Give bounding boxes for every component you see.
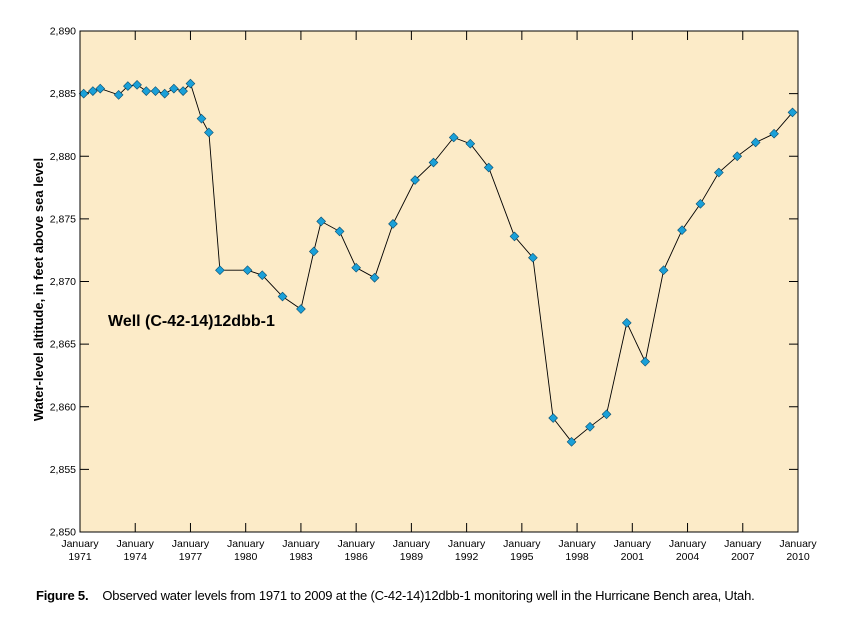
data-point-marker xyxy=(658,265,669,276)
y-tick-label: 2,890 xyxy=(50,26,76,38)
data-point-marker xyxy=(388,219,398,229)
data-point-marker xyxy=(141,86,152,96)
data-point-marker xyxy=(695,199,706,209)
data-point-marker xyxy=(465,138,476,149)
data-point-marker xyxy=(242,265,253,276)
x-tick-label-month: January xyxy=(614,538,652,550)
x-tick-label-month: January xyxy=(669,538,707,550)
y-tick-label: 2,855 xyxy=(50,464,76,476)
data-point-marker xyxy=(78,88,89,99)
x-tick-label-year: 1971 xyxy=(68,551,92,563)
y-tick-label: 2,880 xyxy=(50,151,76,163)
data-point-marker xyxy=(277,291,288,302)
data-point-marker xyxy=(750,137,761,148)
x-tick-label-month: January xyxy=(282,538,320,550)
x-tick-label-year: 1989 xyxy=(400,551,424,563)
x-tick-label-year: 1995 xyxy=(510,551,534,563)
data-point-marker xyxy=(448,132,459,143)
y-tick-label: 2,875 xyxy=(50,213,76,225)
x-tick-label-month: January xyxy=(117,538,155,550)
x-tick-label-year: 1998 xyxy=(565,551,589,563)
data-point-marker xyxy=(677,225,687,235)
x-tick-label-year: 1977 xyxy=(179,551,203,563)
data-point-marker xyxy=(410,175,420,185)
figure-number: Figure 5. xyxy=(36,588,89,603)
data-point-marker xyxy=(185,78,196,89)
x-tick-label-year: 1983 xyxy=(289,551,313,563)
data-point-marker xyxy=(621,318,632,328)
data-point-marker xyxy=(257,270,268,281)
x-tick-label-month: January xyxy=(227,538,265,550)
x-tick-label-year: 1992 xyxy=(455,551,479,563)
y-tick-label: 2,860 xyxy=(50,401,76,413)
data-point-marker xyxy=(204,127,214,138)
data-point-marker xyxy=(95,83,106,94)
plot-frame xyxy=(79,30,799,533)
data-point-marker xyxy=(123,81,133,91)
data-point-marker xyxy=(566,436,577,447)
data-point-marker xyxy=(308,246,319,257)
series-markers xyxy=(78,78,798,447)
x-tick-label-month: January xyxy=(337,538,375,550)
x-tick-label-month: January xyxy=(448,538,486,550)
data-point-marker xyxy=(640,356,651,367)
x-tick-label-year: 2007 xyxy=(731,551,755,563)
x-tick-label-year: 2010 xyxy=(786,551,810,563)
data-point-marker xyxy=(196,113,207,124)
data-point-marker xyxy=(714,167,724,178)
y-tick-label: 2,865 xyxy=(50,339,76,351)
x-tick-label-year: 1986 xyxy=(344,551,368,563)
data-point-marker xyxy=(769,128,779,139)
y-tick-label: 2,885 xyxy=(50,88,76,100)
data-point-marker xyxy=(601,409,612,420)
y-tick-label: 2,850 xyxy=(50,527,76,539)
x-tick-label-month: January xyxy=(724,538,762,550)
y-axis: 2,850 2,855 2,860 2,865 2,870 2,875 2,880 2,885… xyxy=(50,26,798,539)
data-point-marker xyxy=(178,86,188,96)
x-tick-label-year: 2001 xyxy=(621,551,645,563)
x-tick-label-month: January xyxy=(503,538,541,550)
data-point-marker xyxy=(215,265,225,276)
x-tick-label-year: 1974 xyxy=(124,551,148,563)
data-point-marker xyxy=(296,304,306,314)
x-tick-label-month: January xyxy=(779,538,817,550)
data-point-marker xyxy=(150,86,161,96)
data-point-marker xyxy=(787,107,798,118)
data-point-marker xyxy=(88,86,98,96)
data-point-marker xyxy=(548,413,558,423)
data-point-marker xyxy=(369,272,380,283)
figure-caption: Figure 5. Observed water levels from 1971… xyxy=(36,588,826,603)
data-point-marker xyxy=(159,88,170,99)
data-point-marker xyxy=(732,151,743,162)
data-point-marker xyxy=(132,80,142,90)
x-tick-label-month: January xyxy=(172,538,210,550)
well-annotation: Well (C-42-14)12dbb-1 xyxy=(108,313,275,330)
x-tick-label-month: January xyxy=(393,538,431,550)
series-line xyxy=(83,82,793,443)
data-point-marker xyxy=(509,231,520,242)
y-tick-label: 2,870 xyxy=(50,276,76,288)
data-point-marker xyxy=(169,83,179,94)
x-tick-label-month: January xyxy=(61,538,99,550)
data-point-marker xyxy=(528,252,538,263)
x-tick-label-year: 1980 xyxy=(234,551,258,563)
data-point-marker xyxy=(316,216,326,227)
plot-area xyxy=(80,31,798,532)
data-point-marker xyxy=(113,90,124,100)
x-axis: January1971January1974January1977January… xyxy=(61,31,817,563)
data-point-marker xyxy=(351,262,361,273)
caption-text: Observed water levels from 1971 to 2009 … xyxy=(102,588,755,603)
x-tick-label-year: 2004 xyxy=(676,551,700,563)
data-point-marker xyxy=(428,157,439,168)
y-axis-title: Water-level altitude, in feet above sea … xyxy=(31,158,46,421)
x-tick-label-month: January xyxy=(558,538,596,550)
data-point-marker xyxy=(483,162,494,173)
data-point-marker xyxy=(334,226,345,237)
data-point-marker xyxy=(585,421,595,432)
